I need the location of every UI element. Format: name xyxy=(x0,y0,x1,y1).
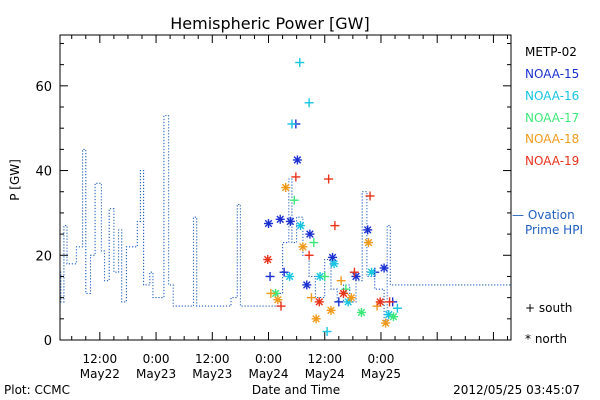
north-marker-noaa-16 xyxy=(329,259,339,269)
legend-satellite: NOAA-15 xyxy=(525,67,579,81)
north-marker-noaa-18 xyxy=(311,314,321,324)
south-marker-noaa-19 xyxy=(276,301,286,311)
north-marker-noaa-18 xyxy=(326,305,336,315)
south-marker-noaa-16 xyxy=(392,303,402,313)
south-marker-noaa-17 xyxy=(320,271,330,281)
north-marker-noaa-18 xyxy=(273,295,283,305)
north-marker-noaa-15 xyxy=(275,214,285,224)
x-tick-label: 12:00 xyxy=(307,352,342,366)
north-marker-noaa-18 xyxy=(381,318,391,328)
y-tick-label: 40 xyxy=(35,165,52,180)
north-marker-noaa-16 xyxy=(285,271,295,281)
north-marker-noaa-16 xyxy=(296,221,306,231)
north-marker-noaa-19 xyxy=(314,297,324,307)
x-tick-label-date: May23 xyxy=(192,367,232,381)
north-marker-noaa-19 xyxy=(338,288,348,298)
north-marker-noaa-15 xyxy=(305,229,315,239)
north-marker-noaa-15 xyxy=(264,219,274,229)
y-tick-label: 0 xyxy=(44,334,52,349)
north-marker-noaa-15 xyxy=(328,252,338,262)
south-marker-noaa-15 xyxy=(265,271,275,281)
south-marker-noaa-17 xyxy=(309,238,319,248)
x-tick-label: 0:00 xyxy=(143,352,170,366)
north-marker-noaa-18 xyxy=(281,183,291,192)
south-marker-noaa-15 xyxy=(334,297,344,307)
south-marker-noaa-19 xyxy=(291,172,301,182)
x-tick-label-date: May24 xyxy=(248,367,288,381)
north-marker-noaa-19 xyxy=(263,255,273,265)
north-marker-noaa-15 xyxy=(379,263,389,273)
south-marker-noaa-19 xyxy=(330,221,340,231)
x-tick-label: 12:00 xyxy=(195,352,230,366)
y-axis-tick-labels: 0 20 40 60 xyxy=(35,80,52,349)
north-marker-noaa-17 xyxy=(356,307,366,317)
x-tick-label-date: May24 xyxy=(305,367,345,381)
south-marker-noaa-16 xyxy=(287,119,297,129)
north-marker-noaa-19 xyxy=(375,297,385,307)
x-tick-label-date: May22 xyxy=(80,367,120,381)
x-axis-label: Date and Time xyxy=(252,383,340,397)
satellite-markers xyxy=(263,58,402,337)
legend-north: * north xyxy=(525,332,567,346)
south-marker-noaa-18 xyxy=(336,276,346,286)
north-marker-noaa-18 xyxy=(363,238,373,248)
south-marker-noaa-17 xyxy=(289,195,299,205)
south-marker-noaa-19 xyxy=(385,297,395,307)
north-marker-noaa-16 xyxy=(367,267,377,277)
x-tick-label: 12:00 xyxy=(83,352,118,366)
legend-satellite: NOAA-18 xyxy=(525,132,579,146)
south-marker-noaa-15 xyxy=(279,267,289,277)
y-axis-label: P [GW] xyxy=(8,159,22,201)
x-tick-label-date: May25 xyxy=(361,367,401,381)
south-marker-noaa-16 xyxy=(295,58,305,68)
north-marker-noaa-18 xyxy=(298,242,308,252)
y-tick-label: 60 xyxy=(35,80,52,95)
legend-south: + south xyxy=(525,301,572,315)
south-marker-noaa-16 xyxy=(304,98,314,108)
legend-satellite: METP-02 xyxy=(525,45,577,59)
south-marker-noaa-18 xyxy=(266,288,276,298)
x-tick-label: 0:00 xyxy=(367,352,394,366)
south-marker-noaa-16 xyxy=(322,327,332,337)
x-tick-label-date: May23 xyxy=(136,367,176,381)
axis-ticks xyxy=(60,35,511,341)
legend: METP-02 NOAA-15 NOAA-16 NOAA-17 NOAA-18 … xyxy=(512,45,583,346)
footer-credit: Plot: CCMC xyxy=(4,383,70,397)
chart-title: Hemispheric Power [GW] xyxy=(170,14,369,33)
south-marker-noaa-19 xyxy=(349,267,359,277)
y-tick-label: 20 xyxy=(35,249,52,264)
x-axis-tick-labels: 12:00May220:00May2312:00May230:00May2412… xyxy=(80,352,401,381)
south-marker-noaa-19 xyxy=(304,250,314,260)
north-marker-noaa-15 xyxy=(351,271,361,281)
plot-frame xyxy=(59,34,512,341)
north-marker-noaa-17 xyxy=(388,312,398,322)
legend-ovation-line2: Prime HPI xyxy=(525,223,583,237)
legend-satellite: NOAA-17 xyxy=(525,111,579,125)
north-marker-noaa-15 xyxy=(302,280,312,290)
x-tick-label: 0:00 xyxy=(255,352,282,366)
south-marker-noaa-19 xyxy=(365,191,375,201)
north-marker-noaa-15 xyxy=(363,225,373,235)
footer-timestamp: 2012/05/25 03:45:07 xyxy=(453,383,580,397)
south-marker-noaa-19 xyxy=(324,174,334,184)
south-marker-noaa-18 xyxy=(306,293,316,303)
legend-ovation-line1: — Ovation xyxy=(512,208,575,222)
legend-satellite: NOAA-16 xyxy=(525,89,579,103)
north-marker-noaa-15 xyxy=(285,216,295,226)
north-marker-noaa-18 xyxy=(346,293,356,303)
north-marker-noaa-15 xyxy=(292,155,302,165)
legend-satellite: NOAA-19 xyxy=(525,154,579,168)
